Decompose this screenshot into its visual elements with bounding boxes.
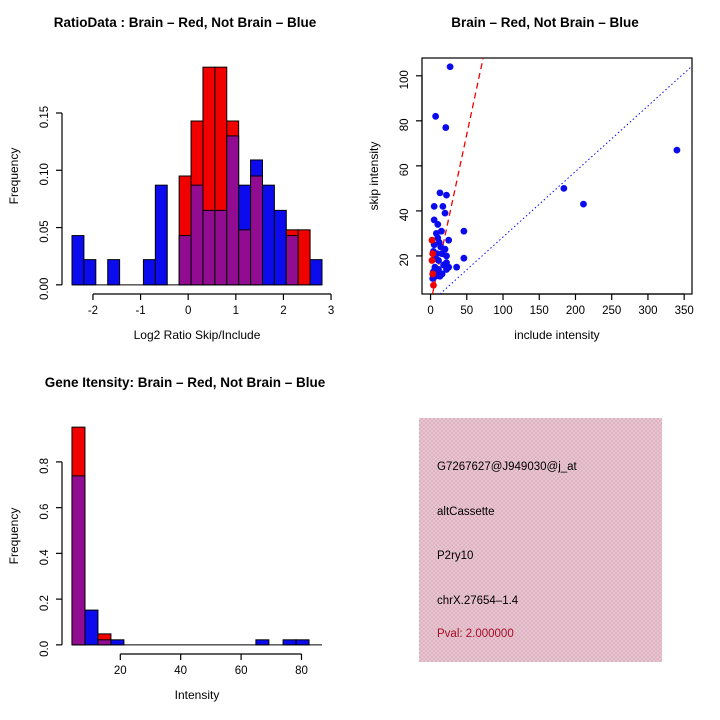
tick-label: 80	[295, 665, 308, 677]
tick-label: 0.8	[39, 458, 51, 474]
gene-intensity-histogram-canvas: 20 40 60 80 0.0 0.2 0.4 0.6 0.8	[39, 426, 323, 677]
tick-label: 0.05	[39, 220, 51, 242]
panel-ratio-histogram: -2 -1 0 1 2 3 0.00 0.05 0.10 0.15 RatioData : Bra…	[0, 0, 360, 360]
axes	[56, 461, 303, 660]
gene-intensity-histogram-ylabel: Frequency	[7, 507, 21, 565]
tick-label: 80	[399, 118, 411, 131]
notbrain-fit-line	[439, 65, 693, 295]
tick-label: 0	[427, 305, 433, 317]
tick-label: 350	[675, 305, 694, 317]
intensity-scatter-xlabel: include intensity	[514, 328, 600, 342]
tick-label: 0.00	[39, 278, 51, 300]
tick-label: 0	[185, 305, 191, 317]
tick-label: 100	[493, 305, 512, 317]
tick-label: 3	[328, 305, 334, 317]
tick-label: -1	[135, 305, 145, 317]
tick-label: 0.4	[39, 549, 51, 566]
tick-label: 20	[399, 254, 411, 267]
tick-label: 0.6	[39, 504, 51, 520]
tick-label: 0.10	[39, 163, 51, 185]
tick-labels: 20 40 60 80 0.0 0.2 0.4 0.6 0.8	[39, 458, 308, 677]
panel-gene-info: G7267627@J949030@j_at altCassette P2ry10…	[360, 360, 720, 720]
ratio-histogram-canvas: -2 -1 0 1 2 3 0.00 0.05 0.10 0.15	[39, 66, 334, 317]
tick-label: 250	[602, 305, 621, 317]
pval-text: Pval: 2.000000	[437, 628, 514, 640]
tick-label: -2	[88, 305, 98, 317]
ratio-histogram-xlabel: Log2 Ratio Skip/Include	[133, 328, 261, 342]
splice-type-text: altCassette	[437, 506, 495, 518]
histogram-bars	[71, 66, 323, 286]
scatter-points	[428, 63, 681, 289]
intensity-scatter-ylabel: skip intensity	[367, 141, 381, 211]
tick-label: 40	[399, 209, 411, 222]
tick-label: 100	[399, 70, 411, 89]
intensity-scatter-title: Brain – Red, Not Brain – Blue	[451, 15, 639, 30]
tick-label: 0.15	[39, 106, 51, 128]
tick-label: 300	[638, 305, 657, 317]
ratio-histogram-ylabel: Frequency	[7, 147, 21, 205]
tick-label: 1	[233, 305, 239, 317]
tick-label: 20	[114, 665, 127, 677]
panel-intensity-scatter: 0 50 100 150 200 250 300 350 20 40 60 80 100 Brain –…	[360, 0, 720, 360]
tick-label: 0.2	[39, 595, 51, 611]
tick-label: 200	[566, 305, 585, 317]
gene-name-text: P2ry10	[437, 550, 474, 562]
panel-gene-intensity-histogram: 20 40 60 80 0.0 0.2 0.4 0.6 0.8 Gene Itensity: B…	[0, 360, 360, 720]
locus-text: chrX.27654–1.4	[437, 595, 519, 607]
intensity-scatter-canvas: 0 50 100 150 200 250 300 350 20 40 60 80 100	[399, 57, 694, 317]
probe-id-text: G7267627@J949030@j_at	[437, 461, 577, 473]
tick-labels: -2 -1 0 1 2 3 0.00 0.05 0.10 0.15	[39, 106, 334, 317]
tick-label: 0.0	[39, 641, 51, 657]
gene-info-box: G7267627@J949030@j_at altCassette P2ry10…	[419, 418, 662, 662]
tick-label: 150	[530, 305, 549, 317]
gene-intensity-histogram-xlabel: Intensity	[174, 688, 220, 702]
plot-box	[421, 57, 693, 295]
ratio-histogram-title: RatioData : Brain – Red, Not Brain – Blu…	[53, 15, 317, 30]
tick-label: 50	[460, 305, 473, 317]
tick-label: 2	[280, 305, 286, 317]
axes	[56, 112, 332, 300]
gene-intensity-histogram-title: Gene Itensity: Brain – Red, Not Brain – …	[44, 375, 326, 390]
tick-label: 60	[399, 163, 411, 176]
histogram-bars	[71, 426, 323, 646]
tick-labels: 0 50 100 150 200 250 300 350 20 40 60 80 100	[399, 70, 694, 317]
tick-label: 60	[235, 665, 248, 677]
fit-lines	[431, 57, 693, 295]
tick-label: 40	[174, 665, 187, 677]
